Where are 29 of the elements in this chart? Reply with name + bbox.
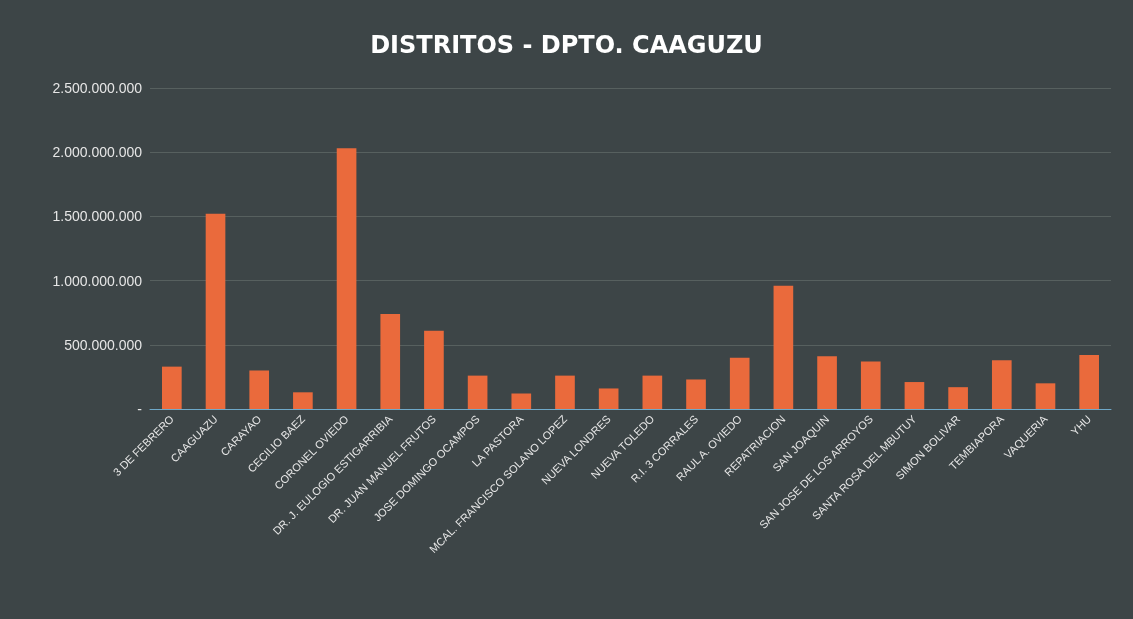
bar <box>686 379 706 409</box>
y-tick-label: 2.500.000.000 <box>52 80 143 96</box>
y-tick-label: 500.000.000 <box>64 336 143 353</box>
bar <box>205 213 226 409</box>
bar <box>555 375 575 409</box>
y-tick-label: 2.000.000.000 <box>52 144 143 161</box>
bar <box>293 392 313 409</box>
bar <box>904 382 925 409</box>
bar <box>729 357 750 409</box>
bar <box>773 285 794 409</box>
bar <box>380 313 401 409</box>
y-tick-label: - <box>137 401 143 417</box>
bar <box>598 388 619 409</box>
bar <box>642 375 663 409</box>
y-tick-label: 1.500.000.000 <box>52 208 143 225</box>
bar <box>467 375 488 409</box>
bar <box>1035 383 1056 409</box>
bar <box>860 361 881 409</box>
bar <box>817 356 837 409</box>
bar <box>336 148 357 409</box>
bar <box>424 330 444 409</box>
bar <box>511 393 532 409</box>
bar <box>948 387 968 409</box>
chart-title: DISTRITOS - DPTO. CAAGUZU <box>370 31 763 59</box>
bar <box>1079 355 1099 409</box>
bar <box>162 366 182 409</box>
bar <box>249 370 270 409</box>
bar <box>991 360 1012 409</box>
y-tick-label: 1.000.000.000 <box>52 272 143 289</box>
